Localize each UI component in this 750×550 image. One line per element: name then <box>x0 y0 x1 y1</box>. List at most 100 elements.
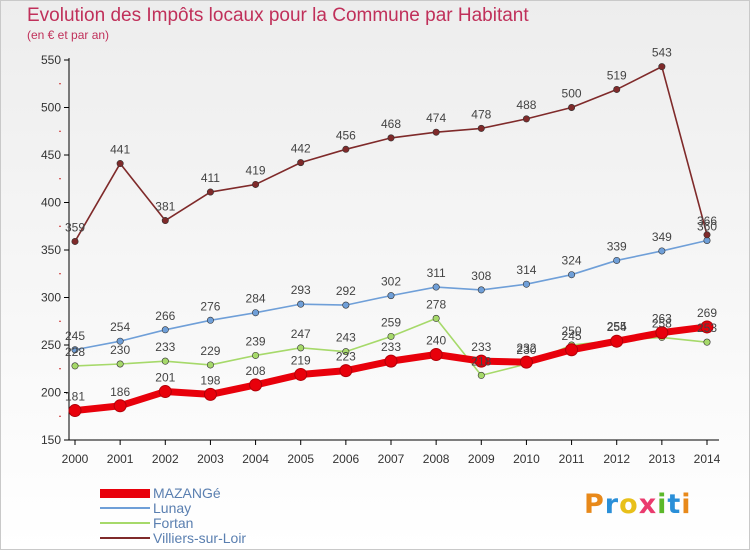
legend-item-fortan: Fortan <box>100 516 246 531</box>
logo-letter: x <box>638 489 658 520</box>
data-point-0 <box>203 387 217 401</box>
data-point-2 <box>703 338 711 346</box>
data-point-0 <box>339 364 353 378</box>
series-line-3 <box>74 65 708 242</box>
data-point-1 <box>161 326 169 334</box>
data-point-2 <box>252 351 260 359</box>
x-tick-label: 2001 <box>107 452 134 466</box>
data-point-2 <box>161 357 169 365</box>
data-point-2 <box>342 348 350 356</box>
data-label-2: 250 <box>562 324 582 338</box>
data-point-3 <box>116 160 124 168</box>
data-label-0: 233 <box>381 340 401 354</box>
data-label-3: 474 <box>426 111 446 125</box>
logo-letter: i <box>657 489 668 520</box>
data-label-1: 324 <box>562 254 582 268</box>
x-tick-label: 2007 <box>378 452 405 466</box>
chart-title: Evolution des Impôts locaux pour la Comm… <box>27 5 529 26</box>
logo-letter: t <box>667 489 682 520</box>
data-point-0 <box>519 355 533 369</box>
data-point-1 <box>71 346 79 354</box>
data-label-0: 223 <box>336 350 356 364</box>
data-point-0 <box>474 354 488 368</box>
data-point-2 <box>387 332 395 340</box>
data-label-2: 218 <box>471 354 491 368</box>
legend-label-mazange: MAZANGé <box>153 485 221 501</box>
x-tick-label: 2014 <box>694 452 721 466</box>
data-label-2: 233 <box>155 340 175 354</box>
data-point-1 <box>432 283 440 291</box>
y-tick-label: 450 <box>41 148 61 162</box>
data-point-1 <box>116 337 124 345</box>
data-point-1 <box>477 286 485 294</box>
data-label-0: 181 <box>65 390 85 404</box>
logo-letter: r <box>604 489 620 520</box>
data-label-1: 314 <box>516 263 536 277</box>
data-point-2 <box>206 361 214 369</box>
data-label-3: 543 <box>652 46 672 60</box>
data-label-1: 339 <box>607 239 627 253</box>
legend: MAZANGé Lunay Fortan Villiers-sur-Loir <box>100 486 246 546</box>
legend-label-fortan: Fortan <box>153 515 194 531</box>
data-label-2: 247 <box>291 327 311 341</box>
x-tick-label: 2002 <box>152 452 179 466</box>
data-point-1 <box>297 300 305 308</box>
data-label-3: 441 <box>110 143 130 157</box>
data-point-0 <box>700 320 714 334</box>
data-label-0: 219 <box>291 353 311 367</box>
data-label-0: 254 <box>607 320 627 334</box>
data-label-0: 245 <box>562 329 582 343</box>
data-label-0: 201 <box>155 371 175 385</box>
legend-label-villiers: Villiers-sur-Loir <box>153 530 247 546</box>
data-label-3: 519 <box>607 68 627 82</box>
logo-letter: i <box>681 489 692 520</box>
data-point-2 <box>116 360 124 368</box>
y-tick-label: 200 <box>41 386 61 400</box>
data-point-3 <box>206 188 214 196</box>
data-label-3: 381 <box>155 200 175 214</box>
data-label-2: 255 <box>607 319 627 333</box>
data-label-2: 253 <box>697 321 717 335</box>
data-point-3 <box>342 145 350 153</box>
data-point-3 <box>658 63 666 71</box>
data-label-1: 276 <box>200 299 220 313</box>
data-label-2: 278 <box>426 297 446 311</box>
data-point-0 <box>565 343 579 357</box>
data-point-0 <box>249 378 263 392</box>
data-point-2 <box>71 362 79 370</box>
legend-swatch-mazange <box>100 489 150 498</box>
data-point-0 <box>158 385 172 399</box>
x-tick-label: 2005 <box>287 452 314 466</box>
data-label-1: 245 <box>65 329 85 343</box>
data-label-2: 258 <box>652 316 672 330</box>
data-point-3 <box>613 85 621 93</box>
data-point-1 <box>252 309 260 317</box>
data-point-1 <box>206 316 214 324</box>
data-label-3: 488 <box>516 98 536 112</box>
data-point-3 <box>522 115 530 123</box>
data-label-2: 259 <box>381 315 401 329</box>
x-tick-label: 2006 <box>333 452 360 466</box>
data-point-0 <box>113 399 127 413</box>
data-point-2 <box>297 344 305 352</box>
data-point-3 <box>297 159 305 167</box>
legend-item-villiers: Villiers-sur-Loir <box>100 531 246 546</box>
data-label-3: 456 <box>336 128 356 142</box>
data-point-1 <box>658 247 666 255</box>
legend-item-mazange: MAZANGé <box>100 486 246 501</box>
data-label-3: 359 <box>65 220 85 234</box>
y-tick-label: 500 <box>41 101 61 115</box>
data-point-3 <box>568 104 576 112</box>
data-label-0: 263 <box>652 312 672 326</box>
data-label-1: 360 <box>697 220 717 234</box>
y-tick-label: 400 <box>41 196 61 210</box>
data-label-2: 229 <box>200 344 220 358</box>
data-label-3: 419 <box>246 163 266 177</box>
data-label-0: 269 <box>697 306 717 320</box>
data-label-3: 366 <box>697 214 717 228</box>
data-label-1: 293 <box>291 283 311 297</box>
data-point-0 <box>655 326 669 340</box>
data-point-1 <box>342 301 350 309</box>
data-point-3 <box>387 134 395 142</box>
